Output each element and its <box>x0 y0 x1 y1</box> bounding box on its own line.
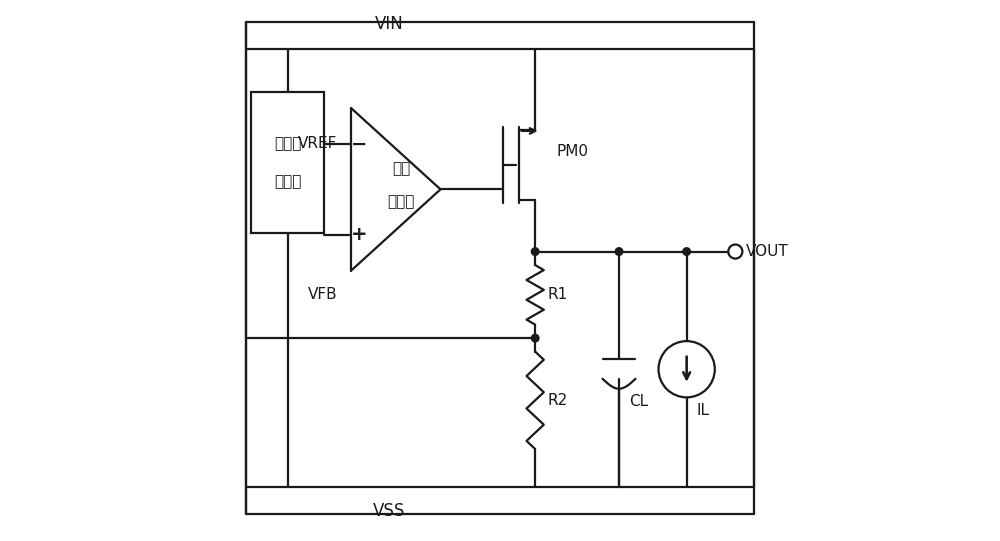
Circle shape <box>728 245 742 259</box>
Circle shape <box>531 334 539 342</box>
Text: +: + <box>351 225 368 245</box>
Text: −: − <box>351 134 368 154</box>
Text: R2: R2 <box>547 393 567 408</box>
Text: 基准电: 基准电 <box>274 136 301 151</box>
Text: 压电路: 压电路 <box>274 174 301 189</box>
Circle shape <box>683 248 690 255</box>
Text: R1: R1 <box>547 287 567 302</box>
Text: PM0: PM0 <box>557 144 589 159</box>
Circle shape <box>615 248 623 255</box>
Text: VIN: VIN <box>375 15 403 34</box>
Text: VREF: VREF <box>298 136 338 151</box>
Text: CL: CL <box>629 394 648 409</box>
Text: 误差: 误差 <box>392 161 410 176</box>
Bar <box>251 92 324 233</box>
Text: VOUT: VOUT <box>746 244 789 259</box>
Text: 放大器: 放大器 <box>388 194 415 209</box>
Text: VFB: VFB <box>308 287 338 302</box>
Text: IL: IL <box>696 404 709 418</box>
Circle shape <box>659 341 715 397</box>
Circle shape <box>531 248 539 255</box>
Text: VSS: VSS <box>373 502 405 520</box>
